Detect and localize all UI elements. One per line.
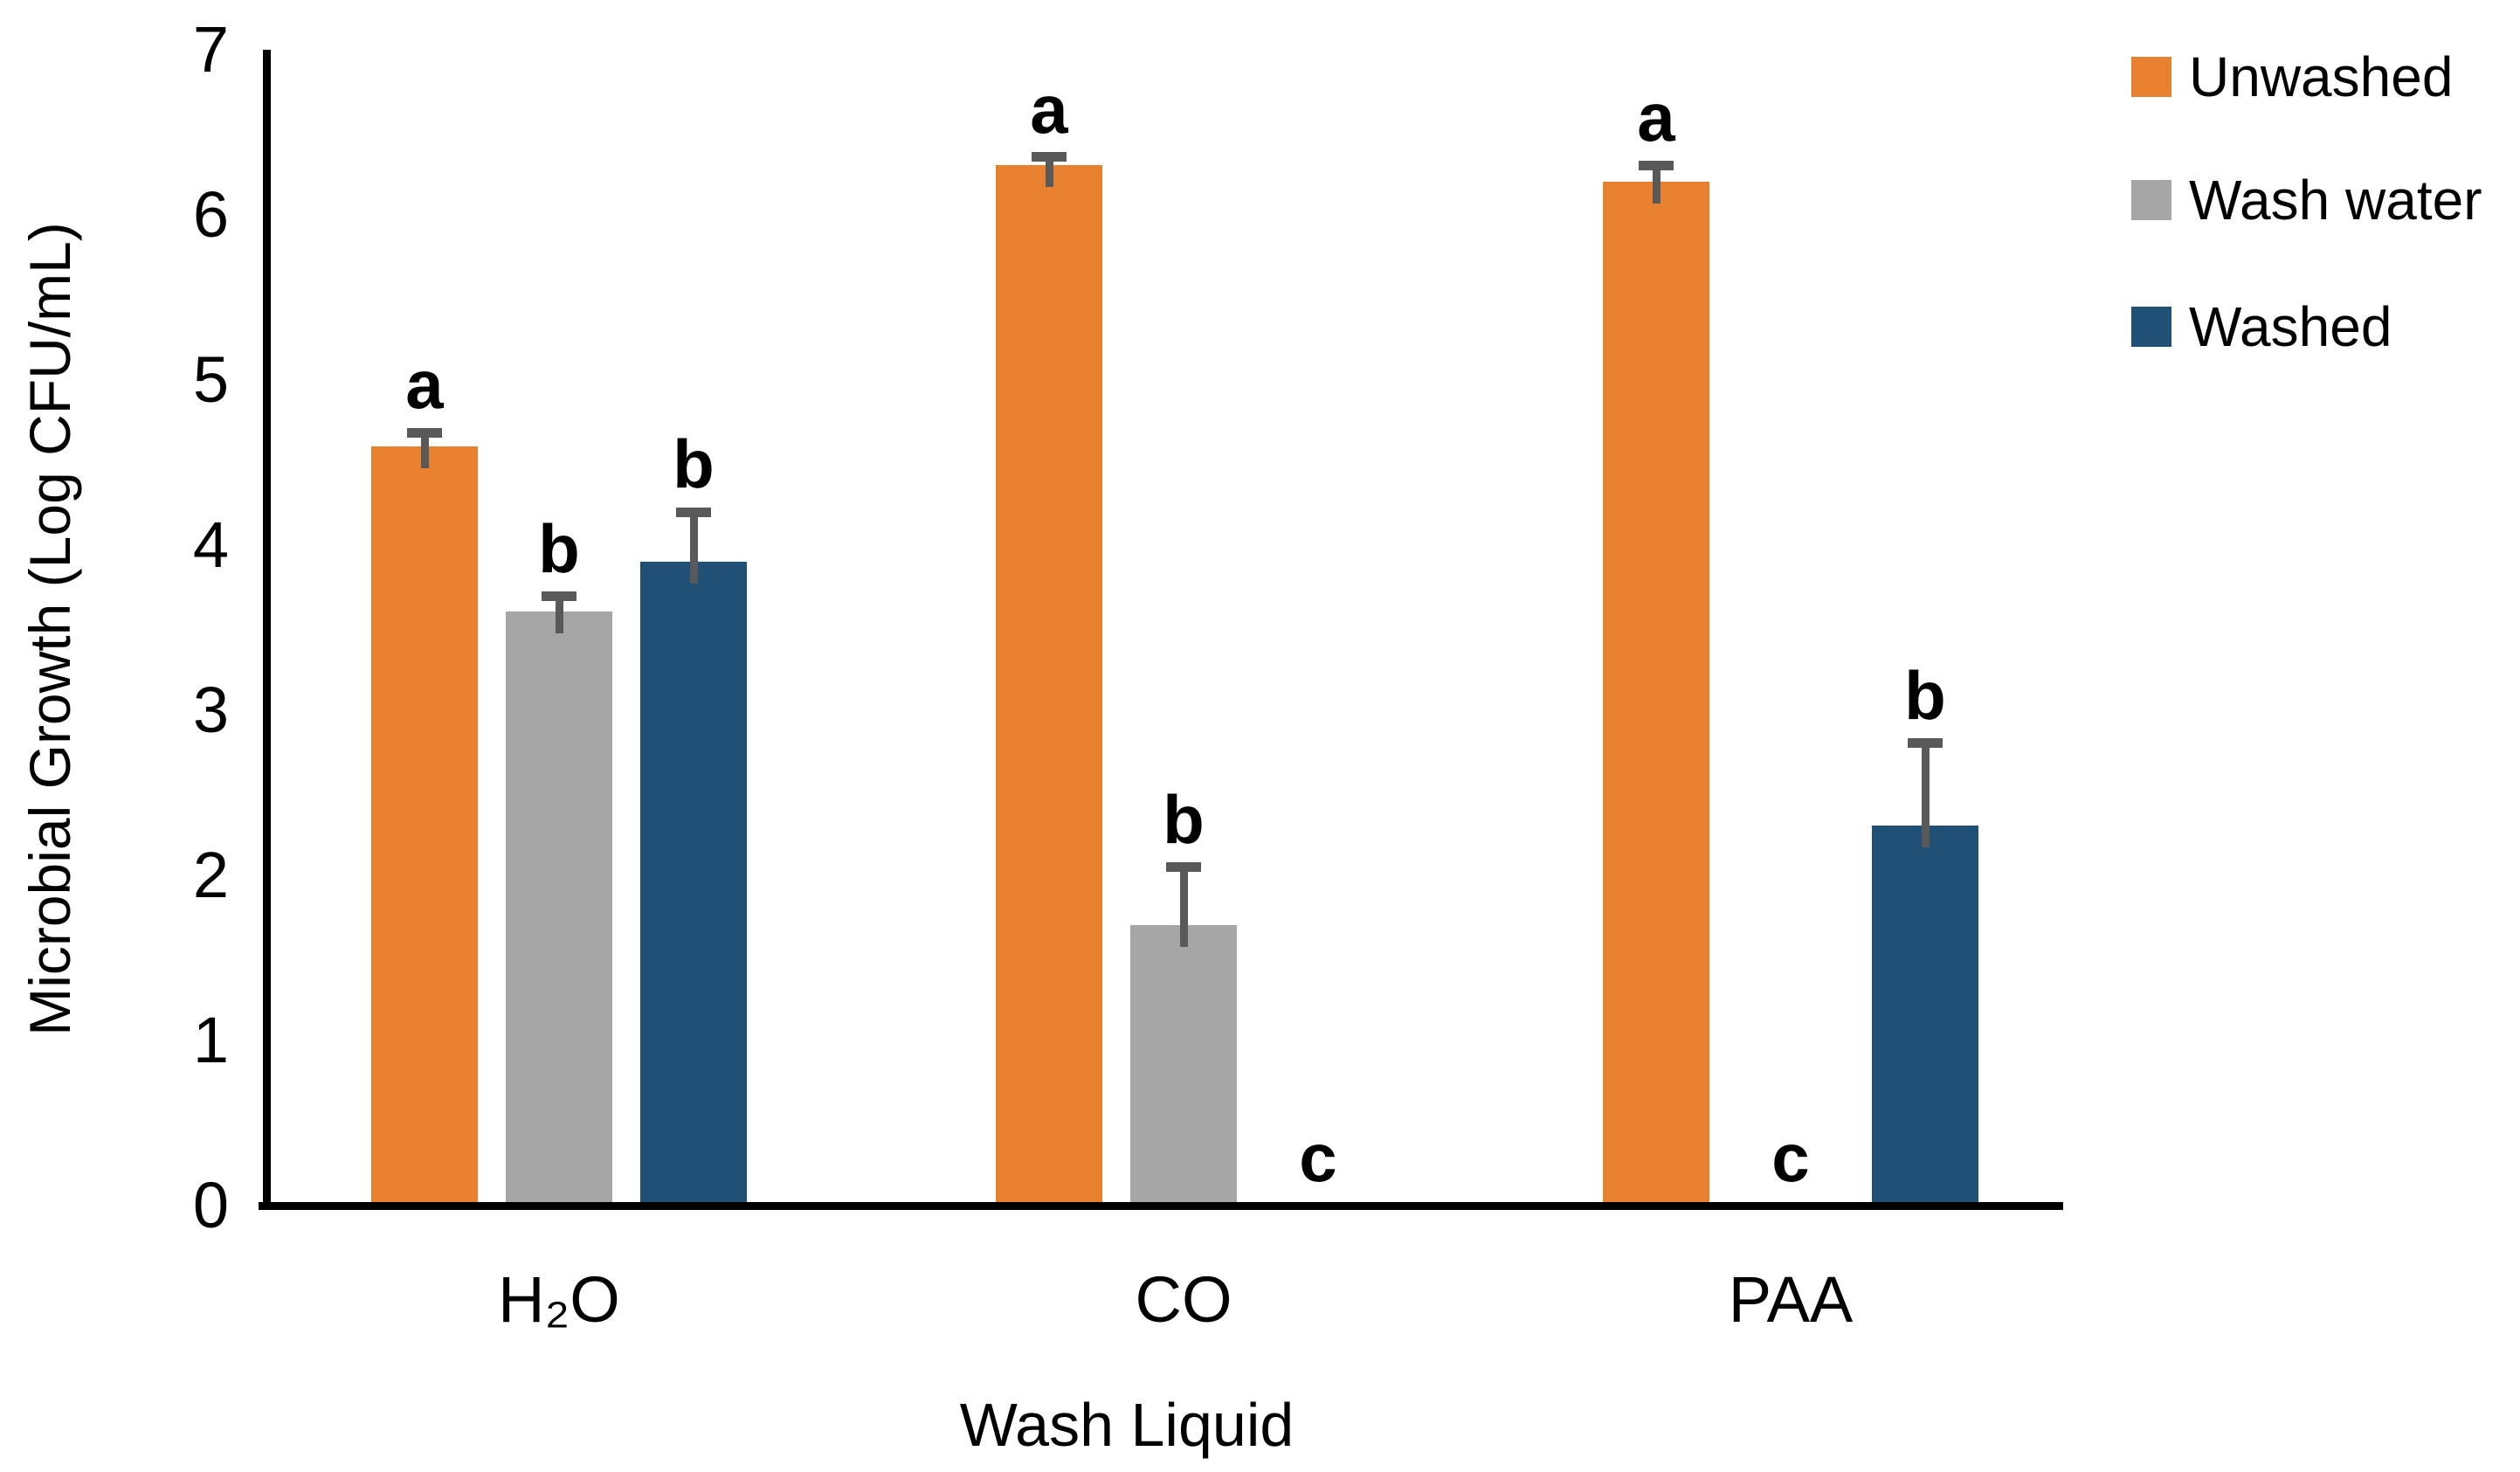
sig-letter-c-wash-water-paa: c (1771, 1119, 1810, 1196)
error-bar-line-washed-paa (1921, 743, 1930, 848)
error-bar-cap-unwashed-h2o (407, 427, 442, 438)
legend-swatch-washed (2131, 307, 2171, 347)
legend-label: Washed (2189, 295, 2392, 358)
error-bar-cap-washed-paa (1908, 738, 1943, 749)
bar-washed-paa (1872, 826, 1978, 1206)
error-bar-line-unwashed-h2o (420, 432, 429, 468)
error-bar-cap-washed-h2o (676, 507, 711, 517)
legend-item-wash-water: Wash water (2131, 171, 2482, 229)
error-bar-cap-unwashed-paa (1639, 160, 1674, 170)
legend-label: Wash water (2189, 169, 2482, 232)
y-tick-label-4: 4 (192, 508, 229, 581)
error-bar-line-wash-water-co (1179, 867, 1188, 947)
error-bar-cap-wash-water-h2o (542, 591, 576, 602)
error-bar-line-wash-water-h2o (555, 596, 563, 633)
x-category-label-co: CO (1135, 1263, 1232, 1336)
bar-unwashed-co (996, 165, 1102, 1206)
sig-letter-b-wash-water-h2o: b (538, 509, 580, 587)
error-bar-line-washed-h2o (689, 512, 698, 584)
sig-letter-b-washed-paa: b (1904, 656, 1946, 734)
x-category-label-h2o: H₂O (498, 1263, 620, 1336)
x-axis-line (259, 1202, 2063, 1210)
y-tick-label-3: 3 (192, 674, 229, 746)
y-axis-title: Microbial Growth (Log CFU/mL) (17, 222, 82, 1036)
y-tick-label-7: 7 (192, 13, 229, 86)
legend-swatch-unwashed (2131, 57, 2171, 97)
bar-wash-water-co (1130, 924, 1237, 1206)
y-tick-label-0: 0 (192, 1169, 229, 1241)
error-bar-line-unwashed-co (1045, 156, 1053, 188)
y-tick-label-1: 1 (192, 1004, 229, 1076)
y-axis-line (263, 50, 271, 1210)
sig-letter-a-unwashed-paa: a (1637, 79, 1675, 156)
x-category-label-paa: PAA (1728, 1263, 1854, 1336)
error-bar-line-unwashed-paa (1652, 165, 1660, 204)
y-tick-label-6: 6 (192, 178, 229, 251)
error-bar-cap-unwashed-co (1032, 152, 1067, 162)
y-tick-label-5: 5 (192, 343, 229, 416)
bar-washed-h2o (640, 561, 747, 1206)
bar-wash-water-h2o (506, 611, 612, 1206)
bar-unwashed-paa (1603, 182, 1709, 1206)
error-bar-cap-wash-water-co (1166, 862, 1201, 873)
y-tick-label-2: 2 (192, 839, 229, 911)
sig-letter-a-unwashed-h2o: a (405, 346, 444, 424)
legend-label: Unwashed (2189, 45, 2454, 108)
sig-letter-b-wash-water-co: b (1163, 780, 1205, 858)
legend-item-washed: Washed (2131, 298, 2392, 356)
sig-letter-a-unwashed-co: a (1030, 70, 1068, 148)
bar-unwashed-h2o (371, 446, 478, 1206)
sig-letter-c-washed-co: c (1299, 1119, 1337, 1196)
sig-letter-b-washed-h2o: b (673, 425, 715, 503)
x-axis-title: Wash Liquid (959, 1391, 1295, 1459)
legend-item-unwashed: Unwashed (2131, 48, 2453, 106)
legend-swatch-wash-water (2131, 180, 2171, 220)
